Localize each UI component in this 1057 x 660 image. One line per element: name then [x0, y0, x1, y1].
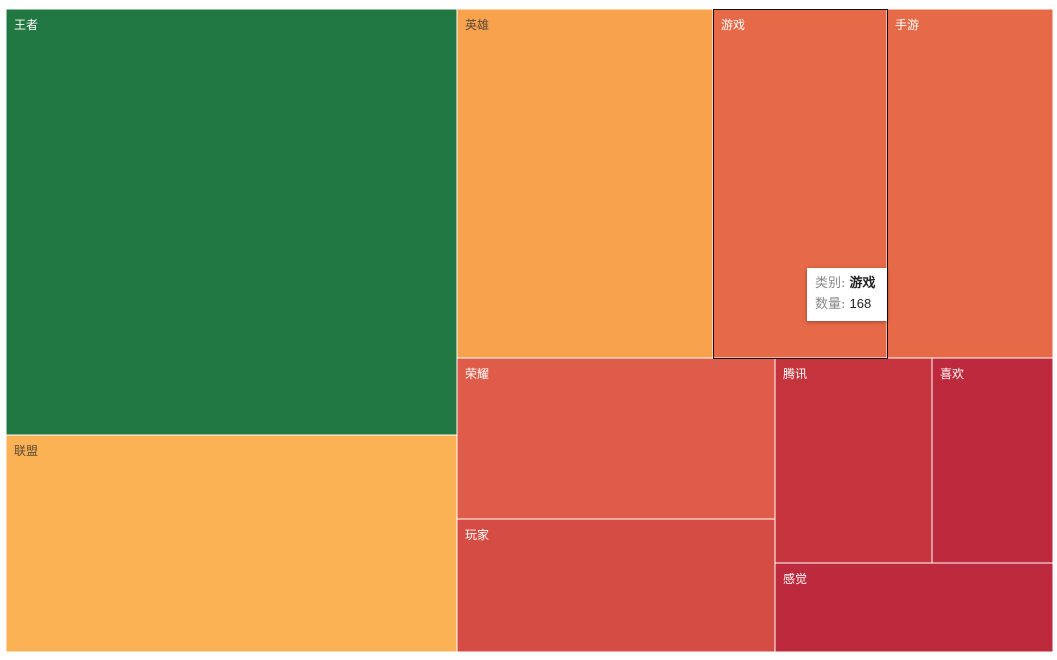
treemap-cell-label: 游戏 — [721, 18, 745, 32]
treemap-cell-label: 手游 — [895, 18, 919, 32]
treemap-cell[interactable] — [456, 518, 776, 653]
treemap-cell-label: 喜欢 — [940, 366, 964, 381]
treemap-cell-label: 荣耀 — [465, 367, 489, 381]
tooltip-count-row: 数量: 168 — [815, 294, 879, 315]
tooltip-category-value: 游戏 — [849, 276, 876, 291]
tooltip-category-row: 类别: 游戏 — [815, 274, 879, 294]
treemap-cell[interactable] — [886, 8, 1054, 359]
treemap-cell[interactable] — [456, 357, 776, 520]
treemap-cell[interactable] — [774, 562, 1054, 653]
treemap-cell[interactable] — [5, 434, 458, 653]
treemap-cell-label: 王者 — [14, 18, 38, 32]
tooltip-count-key: 数量: — [815, 297, 846, 312]
tooltip: 类别: 游戏 数量: 168 — [807, 268, 887, 321]
treemap-cell[interactable] — [5, 8, 458, 436]
treemap-cell[interactable] — [456, 8, 714, 359]
tooltip-category-key: 类别: — [815, 276, 846, 291]
highlight-outline — [713, 9, 888, 359]
treemap-cell-label: 英雄 — [465, 17, 489, 32]
tooltip-count-value: 168 — [849, 296, 872, 311]
treemap-cell-label: 玩家 — [465, 527, 489, 542]
treemap-cell[interactable] — [931, 357, 1054, 564]
treemap-cell-label: 腾讯 — [783, 366, 807, 381]
treemap-cell-label: 感觉 — [783, 571, 807, 586]
treemap-cell-label: 联盟 — [14, 444, 38, 458]
treemap-cell[interactable] — [774, 357, 933, 564]
